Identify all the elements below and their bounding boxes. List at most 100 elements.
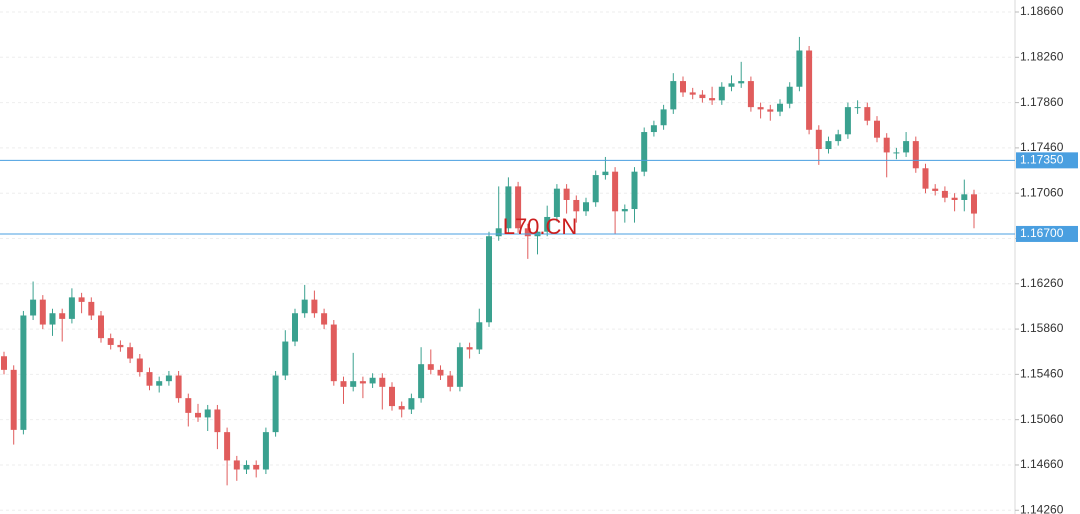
candle-body <box>680 81 686 93</box>
candle-body <box>583 202 589 212</box>
candle-body <box>136 358 143 373</box>
candle-body <box>786 86 793 104</box>
candle-body <box>747 81 754 108</box>
candle-body <box>292 313 298 342</box>
candle-body <box>844 107 851 135</box>
candle-body <box>573 199 580 212</box>
candle-body <box>107 338 114 345</box>
candle-body <box>88 301 95 316</box>
candle-body <box>864 107 871 121</box>
candle-body <box>893 152 900 154</box>
candle-body <box>524 228 531 237</box>
candle-body <box>854 107 861 109</box>
candle-body <box>932 188 939 191</box>
y-tick-label: 1.17460 <box>1020 140 1064 154</box>
candle-body <box>427 364 434 370</box>
candle-body <box>340 381 347 387</box>
candle-body <box>728 83 735 87</box>
candle-body <box>282 341 289 376</box>
candle-body <box>689 92 696 95</box>
candle-body <box>883 137 890 153</box>
candle-body <box>165 375 172 382</box>
candle-body <box>941 190 948 198</box>
candle-body <box>379 377 386 387</box>
candle-body <box>398 406 405 410</box>
candle-body <box>961 194 968 200</box>
candle-body <box>301 299 308 314</box>
y-tick-label: 1.16260 <box>1020 276 1064 290</box>
candle-body <box>612 171 619 212</box>
candle-body <box>156 381 163 386</box>
candle-body <box>369 377 376 384</box>
watermark: L70.CN <box>503 214 578 239</box>
candle-body <box>767 109 774 112</box>
candle-body <box>476 322 483 350</box>
candle-body <box>321 313 328 325</box>
candle-body <box>660 109 667 126</box>
candle-body <box>738 81 745 84</box>
candle-body <box>631 171 638 210</box>
candle-body <box>1 356 7 370</box>
candle-body <box>563 188 570 200</box>
candle-body <box>350 381 357 387</box>
candle-body <box>447 375 454 387</box>
price-label: 1.17350 <box>1020 153 1064 167</box>
candle-body <box>330 324 337 382</box>
candle-body <box>544 216 551 232</box>
candle-body <box>127 347 134 359</box>
candle-body <box>621 209 628 212</box>
candle-body <box>359 381 366 384</box>
candle-body <box>311 299 318 314</box>
candle-body <box>815 129 822 150</box>
candle-body <box>214 409 221 433</box>
candle-body <box>466 347 473 350</box>
candle-body <box>437 369 444 376</box>
candle-body <box>262 432 269 470</box>
candle-body <box>515 186 522 229</box>
candle-body <box>951 197 958 200</box>
candle-body <box>505 186 512 229</box>
candle-body <box>718 86 725 101</box>
candle-body <box>650 125 657 133</box>
candle-body <box>825 141 832 150</box>
y-tick-label: 1.15060 <box>1020 412 1064 426</box>
y-tick-label: 1.18660 <box>1020 4 1064 18</box>
candle-body <box>806 50 813 130</box>
candle-body <box>495 228 502 237</box>
candle-body <box>796 50 803 87</box>
y-tick-label: 1.18260 <box>1020 49 1064 63</box>
y-tick-label: 1.15460 <box>1020 367 1064 381</box>
candle-body <box>10 369 17 430</box>
y-tick-label: 1.17860 <box>1020 95 1064 109</box>
candle-body <box>903 141 910 153</box>
candle-body <box>408 398 415 410</box>
candle-body <box>98 315 104 339</box>
price-label: 1.16700 <box>1020 226 1064 240</box>
candle-body <box>486 236 492 323</box>
candle-body <box>30 299 37 316</box>
price-label-box <box>1016 225 1078 242</box>
y-tick-label: 1.17060 <box>1020 185 1064 199</box>
candle-body <box>195 412 201 418</box>
candle-body <box>185 398 192 413</box>
candle-body <box>78 297 85 302</box>
y-tick-label: 1.15860 <box>1020 321 1064 335</box>
candle-body <box>68 297 75 319</box>
candle-body <box>175 375 182 399</box>
candle-body <box>874 120 880 138</box>
candle-body <box>204 409 211 418</box>
candle-body <box>39 299 46 325</box>
candle-body <box>389 386 395 407</box>
candle-body <box>922 168 929 189</box>
candle-body <box>670 81 677 110</box>
candle-body <box>835 134 842 142</box>
candle-body <box>233 460 240 470</box>
candle-body <box>709 98 716 101</box>
candle-body <box>777 103 783 112</box>
candle-body <box>699 94 706 99</box>
candle-body <box>272 375 279 433</box>
candle-body <box>456 347 463 387</box>
candle-body <box>59 313 66 319</box>
candle-body <box>418 364 425 399</box>
